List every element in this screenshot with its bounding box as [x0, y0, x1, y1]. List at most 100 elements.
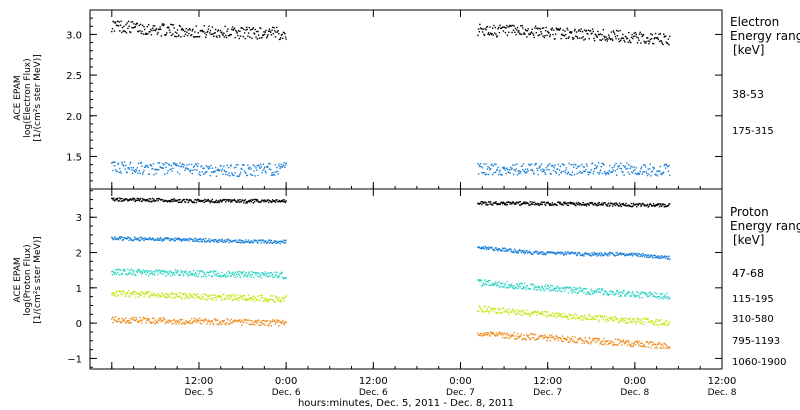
data-point: [141, 273, 143, 275]
data-point: [274, 240, 276, 242]
data-point: [504, 26, 506, 29]
electron-legend-entry: 38-53: [732, 88, 764, 101]
data-point: [282, 239, 285, 241]
data-point: [515, 287, 517, 289]
data-point: [520, 282, 522, 284]
data-point: [140, 320, 142, 322]
data-point: [516, 26, 519, 29]
data-point: [129, 292, 132, 295]
data-point: [253, 165, 256, 167]
data-point: [625, 254, 627, 256]
data-point: [508, 286, 511, 288]
data-point: [270, 321, 272, 323]
data-point: [215, 166, 217, 169]
data-point: [477, 28, 480, 30]
data-point: [198, 173, 200, 175]
data-point: [162, 23, 164, 25]
data-point: [498, 174, 500, 176]
data-point: [178, 239, 181, 241]
data-point: [281, 321, 283, 323]
data-point: [496, 248, 499, 250]
data-point: [194, 320, 196, 322]
data-point: [225, 322, 228, 324]
data-point: [194, 319, 197, 321]
data-point: [156, 321, 158, 323]
data-point: [612, 344, 615, 346]
data-point: [198, 317, 201, 319]
x-tick-label-time: 12:00: [708, 376, 737, 387]
data-point: [227, 319, 229, 321]
data-point: [626, 37, 629, 39]
data-point: [609, 38, 611, 40]
data-point: [604, 252, 606, 254]
data-point: [201, 29, 203, 32]
data-point: [492, 248, 494, 251]
data-point: [611, 167, 613, 169]
data-point: [264, 199, 266, 201]
data-point: [203, 238, 205, 240]
data-point: [200, 165, 203, 167]
data-point: [583, 253, 586, 255]
data-point: [560, 253, 562, 255]
data-point: [213, 241, 216, 243]
data-point: [195, 295, 197, 297]
data-point: [241, 241, 243, 244]
data-point: [593, 204, 595, 206]
data-point: [180, 271, 183, 274]
data-point: [121, 161, 123, 163]
data-point: [205, 319, 207, 321]
data-point: [659, 203, 661, 205]
data-point: [117, 25, 120, 27]
data-point: [208, 319, 210, 321]
data-point: [231, 172, 233, 174]
series-795-1193: [111, 290, 671, 327]
data-point: [483, 33, 485, 36]
data-point: [659, 323, 661, 325]
data-point: [260, 322, 262, 324]
data-point: [128, 168, 130, 170]
data-point: [664, 321, 666, 324]
data-point: [508, 313, 510, 315]
data-point: [253, 239, 256, 241]
data-point: [160, 295, 163, 298]
data-point: [485, 173, 488, 175]
data-point: [519, 33, 521, 35]
data-point: [118, 237, 120, 239]
data-point: [485, 202, 488, 204]
data-point: [630, 165, 632, 168]
data-point: [186, 164, 188, 167]
data-point: [233, 296, 236, 298]
data-point: [133, 293, 135, 296]
data-point: [272, 32, 275, 35]
data-point: [272, 174, 274, 176]
data-point: [152, 238, 155, 240]
data-point: [660, 40, 662, 42]
data-point: [571, 291, 574, 294]
data-point: [483, 202, 486, 204]
data-point: [646, 203, 649, 206]
data-point: [560, 315, 562, 318]
data-point: [630, 36, 633, 39]
data-point: [254, 272, 256, 274]
data-point: [274, 320, 276, 322]
data-point: [267, 166, 269, 168]
data-point: [582, 36, 584, 38]
data-point: [504, 283, 506, 285]
data-point: [168, 27, 170, 29]
data-point: [630, 345, 633, 348]
data-point: [206, 171, 208, 173]
data-point: [113, 165, 116, 167]
data-point: [621, 317, 623, 319]
data-point: [608, 202, 610, 204]
data-point: [616, 29, 618, 32]
data-point: [119, 30, 121, 32]
data-point: [606, 293, 608, 295]
data-point: [511, 202, 513, 204]
data-point: [540, 33, 543, 35]
data-point: [543, 252, 545, 255]
data-point: [187, 29, 189, 31]
data-point: [665, 35, 667, 37]
data-point: [278, 240, 281, 243]
data-point: [231, 201, 233, 203]
data-point: [542, 27, 545, 29]
